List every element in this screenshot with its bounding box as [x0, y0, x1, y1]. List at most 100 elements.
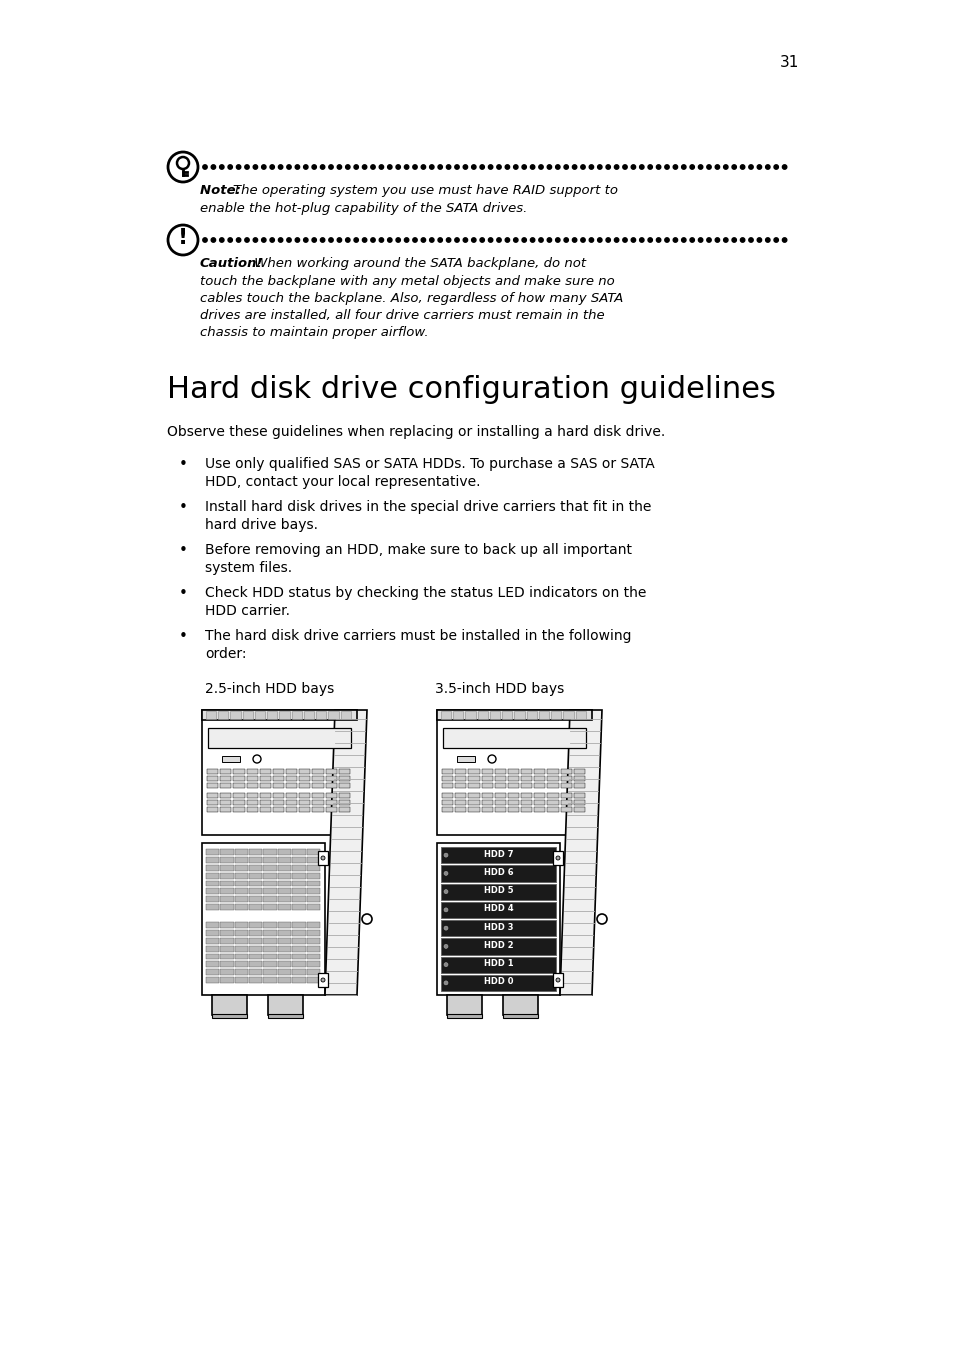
Bar	[481, 792, 492, 798]
Bar	[507, 792, 518, 798]
Bar	[220, 872, 233, 879]
Bar	[207, 783, 218, 788]
Bar	[249, 888, 262, 894]
Bar	[495, 807, 505, 811]
Bar	[259, 801, 271, 805]
Bar	[220, 977, 233, 983]
Circle shape	[505, 238, 509, 242]
Bar	[220, 896, 233, 902]
Circle shape	[556, 977, 559, 981]
Bar	[222, 756, 240, 761]
Bar	[560, 807, 571, 811]
Bar	[259, 783, 271, 788]
Circle shape	[443, 871, 448, 875]
Bar	[277, 888, 291, 894]
Bar	[246, 776, 257, 782]
Bar	[263, 961, 276, 967]
Circle shape	[647, 165, 652, 169]
Bar	[507, 769, 518, 774]
Bar	[313, 801, 323, 805]
Bar	[292, 865, 305, 871]
Bar	[495, 801, 505, 805]
Text: order:: order:	[205, 647, 246, 662]
Bar	[277, 922, 291, 927]
Text: HDD 2: HDD 2	[483, 941, 513, 950]
Bar	[455, 792, 466, 798]
Circle shape	[312, 165, 316, 169]
Circle shape	[505, 165, 509, 169]
Circle shape	[168, 225, 198, 255]
Circle shape	[664, 165, 668, 169]
Bar	[338, 783, 350, 788]
Circle shape	[631, 165, 635, 169]
Bar	[313, 783, 323, 788]
Bar	[220, 904, 233, 910]
Bar	[268, 1014, 303, 1018]
Circle shape	[228, 165, 233, 169]
Bar	[553, 850, 562, 865]
Bar	[246, 807, 257, 811]
Polygon shape	[559, 710, 601, 995]
Circle shape	[555, 165, 559, 169]
Text: touch the backplane with any metal objects and make sure no: touch the backplane with any metal objec…	[200, 275, 614, 288]
Circle shape	[294, 165, 299, 169]
Bar	[441, 792, 453, 798]
Circle shape	[530, 165, 535, 169]
Bar	[576, 711, 585, 720]
Bar	[263, 872, 276, 879]
Circle shape	[580, 238, 584, 242]
Bar	[325, 776, 336, 782]
Bar	[338, 792, 350, 798]
Circle shape	[488, 238, 493, 242]
Bar	[208, 728, 351, 748]
Circle shape	[429, 165, 434, 169]
Circle shape	[580, 165, 584, 169]
Bar	[206, 880, 219, 887]
Bar	[560, 783, 571, 788]
Text: HDD 4: HDD 4	[483, 904, 513, 914]
Bar	[259, 792, 271, 798]
Circle shape	[765, 238, 769, 242]
Bar	[277, 977, 291, 983]
Bar	[206, 857, 219, 863]
Bar	[306, 922, 319, 927]
Bar	[317, 973, 328, 987]
Circle shape	[253, 165, 257, 169]
Text: HDD 1: HDD 1	[483, 958, 513, 968]
Bar	[220, 922, 233, 927]
Bar	[246, 769, 257, 774]
Bar	[534, 801, 545, 805]
Circle shape	[443, 981, 448, 985]
Bar	[220, 969, 233, 975]
Bar	[328, 711, 338, 720]
Circle shape	[538, 165, 542, 169]
Bar	[520, 783, 532, 788]
Bar	[233, 792, 244, 798]
Bar	[534, 792, 545, 798]
Circle shape	[631, 238, 635, 242]
Bar	[233, 776, 244, 782]
Bar	[468, 769, 479, 774]
Bar	[306, 961, 319, 967]
Bar	[277, 849, 291, 855]
Circle shape	[622, 165, 626, 169]
Bar	[481, 801, 492, 805]
Bar	[277, 857, 291, 863]
Bar	[249, 977, 262, 983]
Text: HDD 0: HDD 0	[483, 977, 513, 987]
Bar	[563, 711, 573, 720]
Bar	[547, 801, 558, 805]
Bar	[560, 776, 571, 782]
Bar	[249, 930, 262, 936]
Bar	[218, 711, 229, 720]
Circle shape	[395, 165, 400, 169]
Bar	[249, 857, 262, 863]
Circle shape	[773, 165, 778, 169]
Bar	[277, 938, 291, 944]
Circle shape	[614, 238, 618, 242]
Bar	[477, 711, 488, 720]
Bar	[234, 904, 248, 910]
Bar	[234, 922, 248, 927]
Bar	[279, 711, 290, 720]
Bar	[534, 769, 545, 774]
